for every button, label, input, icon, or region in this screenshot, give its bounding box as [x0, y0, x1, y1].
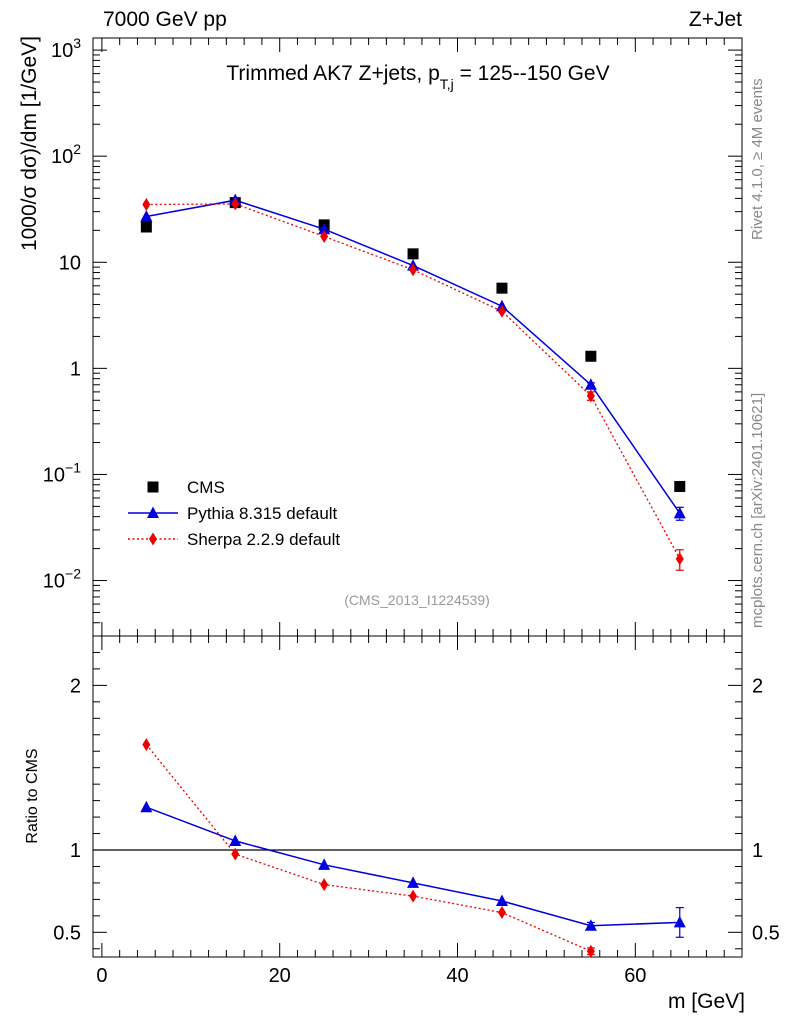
sherpa-point — [142, 198, 151, 212]
x-tick-label: 20 — [269, 965, 291, 987]
sherpa-point — [675, 552, 684, 566]
header-left-label: 7000 GeV pp — [103, 8, 227, 31]
x-tick-label: 40 — [446, 965, 468, 987]
ratio-y-tick-label-right: 2 — [752, 675, 763, 697]
x-axis-label: m [GeV] — [668, 990, 745, 1013]
cms-point — [496, 282, 508, 294]
y-tick-label: 10 — [59, 252, 81, 274]
x-tick-label: 0 — [96, 965, 107, 987]
sherpa-point — [497, 304, 506, 318]
ratio-y-tick-label-right: 1 — [752, 840, 763, 862]
pythia-point — [140, 210, 153, 222]
ratio-frame — [92, 635, 743, 958]
sherpa-point — [320, 229, 329, 243]
ratio-sherpa-line — [145, 744, 592, 952]
ratio-pythia-point — [140, 800, 153, 813]
y-tick-label: 1 — [70, 358, 81, 380]
sherpa-point — [231, 197, 240, 211]
y-axis-label: 1000/σ dσ)/dm [1/GeV] — [18, 36, 41, 251]
y-tick-label: 102 — [51, 141, 81, 168]
ratio-sherpa-point — [142, 738, 151, 752]
legend-label-cms: CMS — [187, 478, 225, 497]
ratio-sherpa-point — [320, 878, 329, 892]
ratio-panel: 0.5 0.51 12 20 20 40 60m [GeV]Ratio to CMS — [24, 635, 780, 1013]
sherpa-point — [409, 263, 418, 277]
y-tick-label: 10−2 — [43, 566, 81, 593]
ratio-y-axis-label: Ratio to CMS — [24, 748, 41, 843]
ratio-sherpa-point — [586, 944, 595, 958]
legend-label-sherpa: Sherpa 2.2.9 default — [187, 530, 340, 549]
ratio-y-tick-label-left: 2 — [70, 675, 81, 697]
legend-marker-pythia — [147, 506, 159, 518]
pythia-line — [146, 199, 681, 514]
ratio-sherpa-point — [497, 906, 506, 920]
x-tick-label: 60 — [624, 965, 646, 987]
ratio-pythia-point — [407, 876, 420, 888]
header-right-label: Z+Jet — [688, 8, 742, 31]
ratio-y-tick-label-left: 0.5 — [53, 922, 81, 944]
ratio-pythia-point — [673, 915, 686, 928]
ratio-pythia-point — [318, 858, 331, 870]
analysis-id-label: (CMS_2013_I1224539) — [344, 592, 490, 608]
y-tick-label: 103 — [51, 35, 81, 62]
mcplots-source-label: mcplots.cern.ch [arXiv:2401.10621] — [749, 392, 766, 628]
y-tick-label: 10−1 — [43, 459, 81, 486]
ratio-sherpa-point — [231, 847, 240, 861]
chart-title: Trimmed AK7 Z+jets, pT,j = 125--150 GeV — [226, 62, 609, 92]
legend-marker-cms — [147, 481, 159, 493]
cms-point — [674, 480, 686, 492]
pythia-point — [318, 222, 331, 235]
cms-point — [407, 248, 419, 260]
pythia-point — [584, 378, 597, 390]
cms-point — [140, 221, 152, 233]
rivet-version-label: Rivet 4.1.0, ≥ 4M events — [749, 78, 766, 240]
pythia-point — [673, 506, 686, 519]
ratio-pythia-point — [229, 834, 242, 846]
legend-label-pythia: Pythia 8.315 default — [187, 504, 338, 523]
ratio-y-tick-label-right: 0.5 — [752, 922, 780, 944]
ratio-sherpa-point — [409, 889, 418, 903]
ratio-pythia-point — [495, 894, 508, 907]
sherpa-point — [586, 389, 595, 403]
cms-point — [585, 350, 597, 362]
ratio-pythia-line — [146, 806, 680, 927]
ratio-y-tick-label-left: 1 — [70, 840, 81, 862]
ratio-pythia-point — [584, 919, 597, 931]
legend-marker-sherpa — [149, 532, 157, 546]
